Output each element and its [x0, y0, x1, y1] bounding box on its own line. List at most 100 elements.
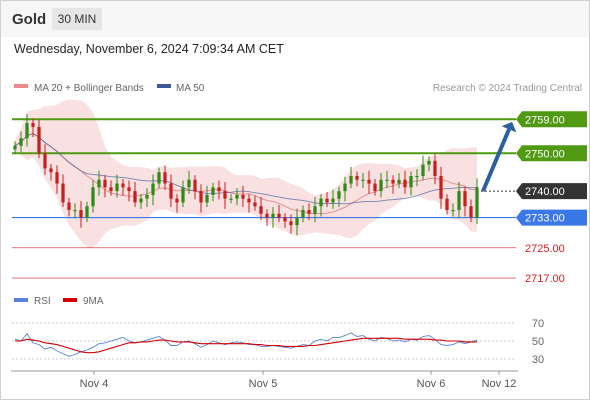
ma50-legend-label: MA 50 — [176, 83, 205, 94]
x-tick-label: Nov 6 — [417, 378, 446, 390]
candle-body — [103, 179, 107, 188]
candle-body — [91, 187, 95, 207]
candle-body — [361, 179, 365, 181]
candle-body — [49, 168, 53, 173]
candle-body — [421, 164, 425, 176]
candle-body — [193, 179, 197, 192]
candle-body — [289, 221, 293, 226]
x-tick-label: Nov 4 — [80, 378, 109, 390]
candle-body — [325, 198, 329, 203]
candle-body — [127, 187, 131, 192]
candle-body — [427, 160, 431, 165]
candle-body — [13, 145, 17, 150]
candle-body — [229, 198, 233, 200]
candle-body — [331, 198, 335, 203]
candle-body — [439, 175, 443, 199]
copyright-text: Research © 2024 Trading Central — [433, 83, 582, 94]
candle-body — [97, 179, 101, 188]
candle-body — [37, 126, 41, 154]
rsi-tick-label: 50 — [532, 336, 544, 348]
candle-body — [391, 179, 395, 184]
price-level-tag — [516, 209, 587, 226]
candle-body — [265, 213, 269, 218]
candle-body — [475, 187, 479, 218]
candle-body — [109, 187, 113, 192]
x-tick-label: Nov 5 — [249, 378, 278, 390]
x-axis: Nov 4 Nov 5 Nov 6 Nov 12 — [80, 371, 516, 390]
candle-body — [307, 210, 311, 214]
candle-body — [379, 179, 383, 192]
candle-body — [223, 191, 227, 199]
price-plot-area: 2759.00 2750.00 2740.00 2733.00 2725.00 2717.… — [12, 99, 587, 285]
chart-header: Gold 30 MIN — [1, 1, 589, 37]
candle-body — [355, 175, 359, 180]
candle-body — [337, 191, 341, 199]
candle-body — [247, 198, 251, 203]
candle-body — [205, 194, 209, 203]
candle-body — [19, 138, 23, 146]
candle-body — [163, 172, 167, 184]
candle-body — [67, 202, 71, 211]
candle-body — [313, 206, 317, 214]
candle-body — [145, 194, 149, 199]
rsi-ma-line — [15, 337, 477, 354]
candle-body — [133, 191, 137, 203]
price-level-tag — [516, 145, 587, 162]
candle-body — [85, 206, 89, 218]
candle-body — [61, 183, 65, 203]
candle-body — [409, 175, 413, 188]
candle-body — [295, 217, 299, 226]
rsi-legend-swatch — [14, 298, 28, 302]
price-level-tag — [516, 183, 587, 200]
candle-body — [301, 210, 305, 218]
candle-body — [115, 183, 119, 192]
candle-body — [433, 160, 437, 176]
candle-body — [181, 187, 185, 203]
rsi-tick-label: 30 — [532, 354, 544, 366]
candle-body — [169, 183, 173, 199]
interval-button[interactable]: 30 MIN — [52, 8, 102, 30]
candle-body — [235, 194, 239, 199]
candle-body — [187, 179, 191, 188]
rsi-legend-label: RSI — [34, 296, 51, 307]
price-level-label: 2717.00 — [525, 273, 565, 285]
candle-body — [199, 191, 203, 203]
candle-body — [343, 183, 347, 192]
ma20-legend-label: MA 20 + Bollinger Bands — [34, 83, 144, 94]
rsi-plot-area: 70 50 30 — [12, 318, 544, 366]
ma20-legend-swatch — [14, 84, 28, 88]
candle-body — [373, 183, 377, 192]
candle-body — [175, 198, 179, 203]
candle-body — [157, 172, 161, 184]
candle-body — [415, 175, 419, 178]
candle-body — [451, 210, 455, 212]
candle-body — [25, 123, 29, 139]
candle-body — [445, 198, 449, 211]
ma20-line — [14, 132, 477, 215]
forecast-arrow-head — [501, 121, 517, 133]
candle-body — [241, 194, 245, 199]
price-level-label: 2740.00 — [525, 186, 565, 198]
price-level-label: 2733.00 — [525, 213, 565, 225]
candle-body — [253, 202, 257, 207]
ma50-legend-swatch — [157, 84, 171, 88]
candle-body — [283, 217, 287, 222]
candle-body — [277, 213, 281, 218]
price-level-label: 2759.00 — [525, 114, 565, 126]
candle-body — [397, 179, 401, 184]
candle-body — [79, 210, 83, 218]
bollinger-band — [15, 99, 477, 248]
rsi-ma-legend-label: 9MA — [83, 296, 104, 307]
forecast-arrow-shaft — [481, 128, 511, 192]
candle-body — [319, 198, 323, 207]
candle-body — [43, 153, 47, 169]
candle-body — [121, 183, 125, 188]
price-level-label: 2725.00 — [525, 243, 565, 255]
ma50-line — [14, 132, 478, 205]
candle-body — [463, 191, 467, 207]
candle-body — [55, 172, 59, 184]
candle-body — [259, 206, 263, 214]
candle-body — [385, 179, 389, 181]
